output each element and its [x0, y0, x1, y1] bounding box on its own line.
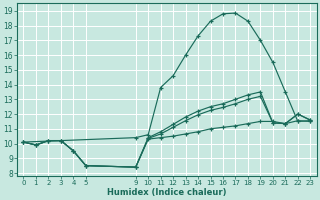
X-axis label: Humidex (Indice chaleur): Humidex (Indice chaleur)	[107, 188, 227, 197]
